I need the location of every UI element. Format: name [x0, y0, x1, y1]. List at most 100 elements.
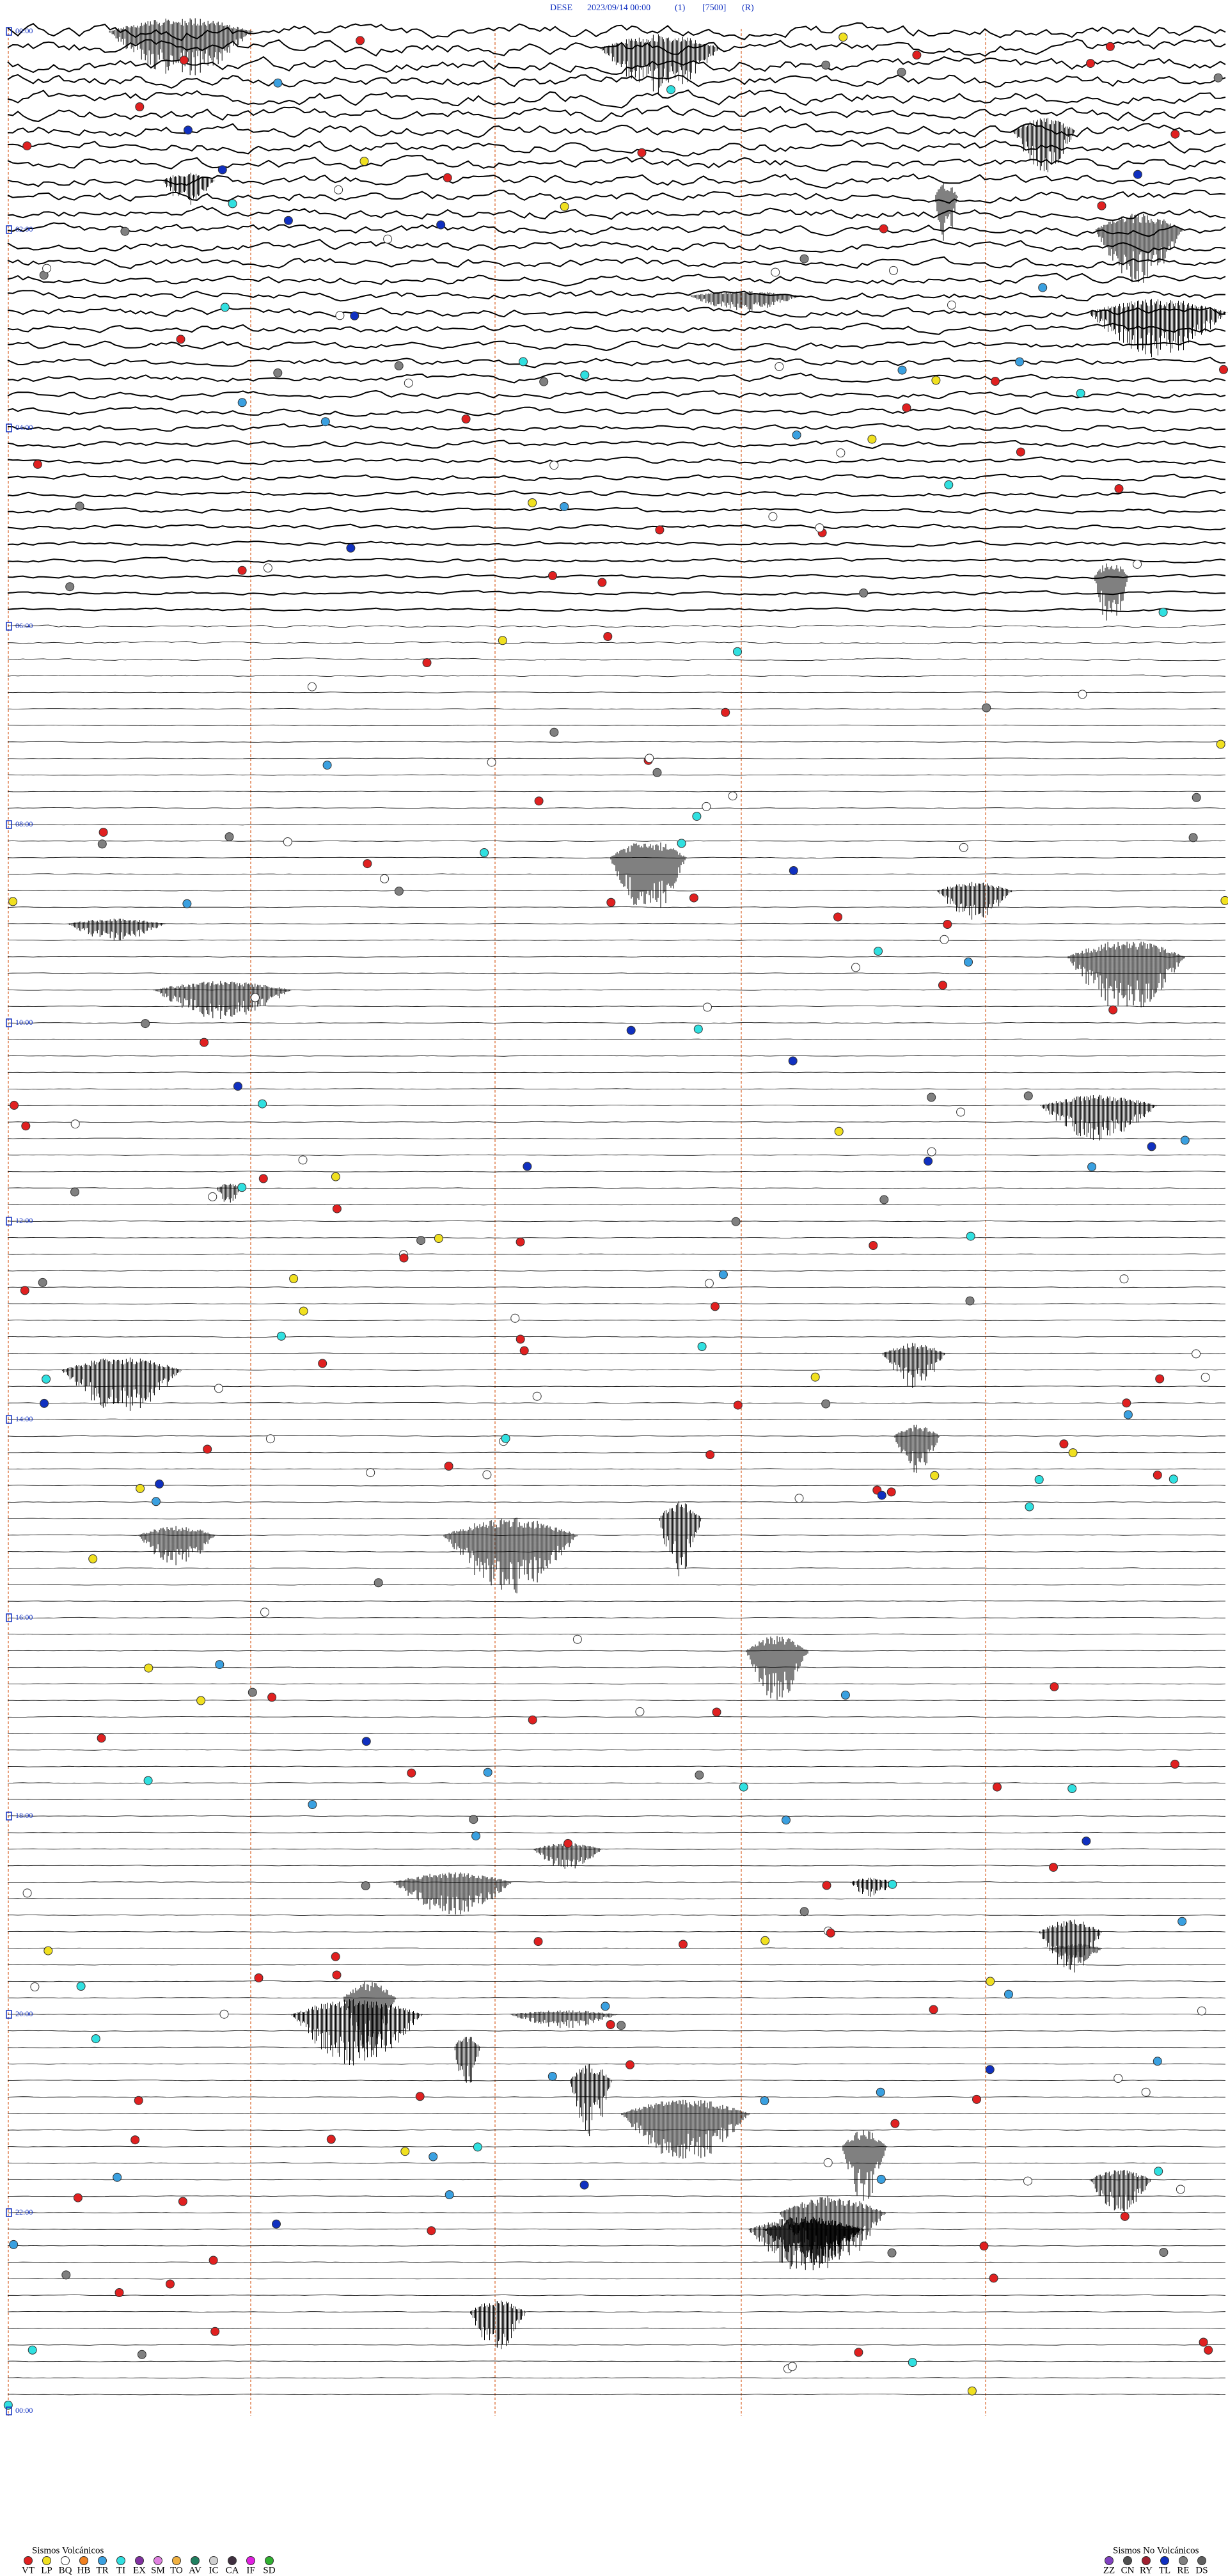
legend-swatch [98, 2556, 107, 2565]
legend-swatch [135, 2556, 144, 2565]
event-marker [888, 1879, 897, 1889]
time-label: 16:00 [15, 1613, 33, 1622]
event-marker [22, 1888, 32, 1898]
trace [7, 1551, 1226, 1553]
event-marker [711, 1302, 720, 1311]
event-marker [1082, 1837, 1091, 1846]
event-marker [637, 148, 647, 157]
event-burst [570, 2064, 612, 2137]
trace [7, 1732, 1226, 1734]
legend-label: TL [1159, 2565, 1170, 2575]
event-marker [208, 1192, 217, 1201]
legend-swatch [172, 2556, 181, 2565]
event-marker [867, 434, 877, 444]
time-bracket [6, 1613, 12, 1622]
trace [7, 2211, 1226, 2214]
event-marker [560, 201, 569, 211]
trace [7, 1352, 1226, 1354]
event-marker [876, 2087, 885, 2097]
event-burst [842, 2130, 887, 2201]
event-marker [666, 85, 675, 95]
event-marker [366, 1468, 375, 1478]
event-marker [1122, 1398, 1131, 1408]
event-marker [136, 1483, 145, 1493]
event-marker [427, 2226, 436, 2236]
event-marker [1076, 388, 1085, 398]
event-marker [799, 1907, 809, 1916]
trace [7, 658, 1226, 661]
event-marker [782, 1815, 791, 1825]
event-marker [42, 1374, 51, 1384]
event-marker [930, 1471, 940, 1480]
event-marker [76, 1982, 86, 1991]
legend-swatch [209, 2556, 218, 2565]
event-marker [331, 1172, 340, 1181]
trace [7, 356, 1226, 368]
trace [8, 873, 1226, 875]
time-bracket [6, 2010, 12, 2019]
trace [7, 1964, 1226, 1966]
legend-swatch [1142, 2556, 1151, 2565]
trace [8, 1104, 1226, 1107]
event-marker [166, 2279, 175, 2289]
event-marker [1155, 1374, 1165, 1384]
event-marker [42, 264, 52, 273]
event-marker [821, 60, 831, 70]
event-marker [498, 636, 507, 645]
event-marker [539, 377, 549, 386]
event-marker [851, 963, 860, 972]
event-marker [473, 2142, 482, 2152]
event-marker [359, 157, 369, 166]
event-marker [985, 2065, 995, 2074]
trace [7, 674, 1226, 677]
event-marker [869, 1241, 878, 1250]
event-marker [993, 1782, 1002, 1792]
event-marker [214, 1384, 223, 1393]
event-marker [98, 828, 108, 837]
event-marker [606, 897, 616, 907]
event-marker [655, 525, 665, 535]
event-marker [251, 993, 260, 1002]
trace [7, 1336, 1226, 1338]
event-marker [21, 1121, 31, 1131]
event-burst [1094, 563, 1129, 621]
trace [7, 2344, 1226, 2346]
event-marker [1067, 1784, 1077, 1793]
event-marker [1133, 560, 1142, 569]
trace [7, 857, 1225, 858]
event-marker [890, 2119, 900, 2128]
event-marker [380, 874, 390, 883]
event-marker [152, 1497, 161, 1506]
trace [7, 89, 1226, 109]
event-marker [399, 1253, 409, 1263]
event-burst [764, 2218, 866, 2263]
legend-label: DS [1195, 2565, 1208, 2575]
event-marker [982, 703, 991, 713]
legend-label: LP [41, 2565, 52, 2575]
legend-label: ZZ [1103, 2565, 1115, 2575]
legend-label: IF [246, 2565, 255, 2575]
event-burst [689, 291, 801, 312]
event-marker [350, 311, 359, 320]
event-marker [760, 2096, 769, 2105]
event-marker [134, 2096, 143, 2105]
event-marker [394, 887, 404, 896]
legend-label: RE [1177, 2565, 1189, 2575]
event-marker [1200, 1373, 1210, 1382]
trace [7, 1137, 1226, 1139]
trace [7, 189, 1226, 204]
event-marker [733, 647, 742, 656]
traces [7, 18, 1227, 2416]
event-marker [728, 791, 737, 801]
time-label: 04:00 [15, 423, 33, 432]
event-marker [979, 2241, 989, 2251]
event-marker [519, 1346, 529, 1355]
legend-swatch [1123, 2556, 1132, 2565]
legend-label: CA [226, 2565, 239, 2575]
legend-swatch [265, 2556, 274, 2565]
event-marker [956, 1107, 966, 1117]
event-marker [155, 1479, 164, 1489]
event-marker [444, 1462, 453, 1471]
trace [7, 390, 1226, 401]
station: DESE [550, 3, 572, 13]
